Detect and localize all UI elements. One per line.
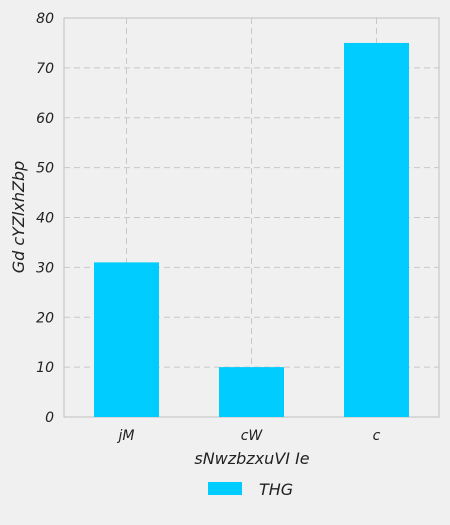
y-tick-label: 40	[36, 211, 54, 227]
bar	[94, 262, 159, 417]
x-axis-title: sNwzbzxuVI Ie	[194, 449, 309, 468]
x-tick-label: cW	[241, 428, 264, 444]
legend: THG	[208, 480, 293, 499]
legend-swatch	[208, 482, 242, 495]
legend-label: THG	[259, 480, 293, 499]
y-axis-ticks: 0 10 20 30 40 50 60 70 80	[36, 11, 54, 426]
y-tick-label: 70	[36, 61, 54, 77]
bar	[219, 367, 284, 417]
x-axis-ticks: jM cW c	[117, 428, 381, 444]
bar	[344, 42, 409, 417]
y-tick-label: 60	[36, 111, 54, 127]
y-tick-label: 50	[36, 161, 54, 177]
x-tick-label: c	[373, 428, 381, 444]
y-tick-label: 10	[36, 360, 54, 376]
y-tick-label: 20	[36, 310, 54, 326]
x-tick-label: jM	[117, 428, 135, 444]
y-tick-label: 80	[36, 11, 54, 27]
y-axis-title: Gd cYZlxhZbp	[9, 161, 28, 274]
y-tick-label: 30	[36, 260, 54, 276]
bars	[94, 42, 409, 417]
y-tick-label: 0	[45, 410, 54, 426]
